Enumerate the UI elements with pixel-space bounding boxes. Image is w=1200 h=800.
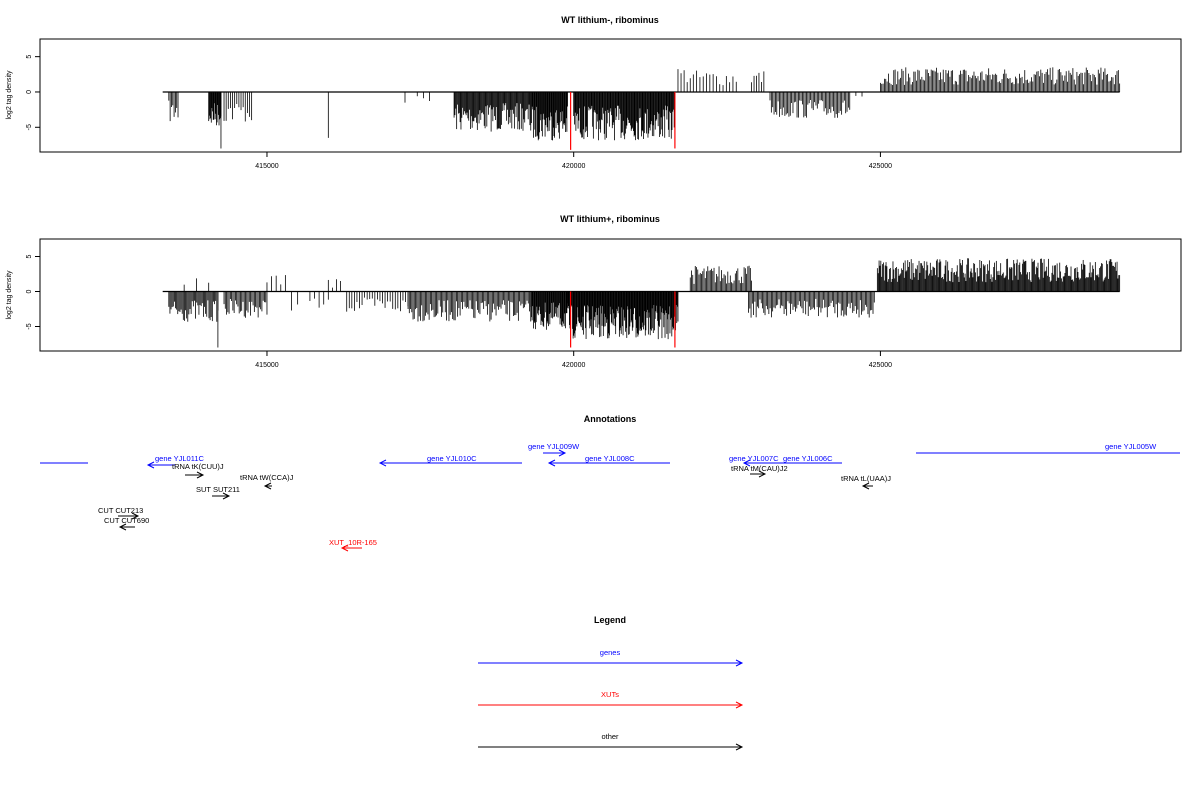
arrow-head	[547, 459, 556, 467]
annotation-feature: tRNA tW(CCA)J	[240, 473, 294, 490]
arrow-head	[735, 701, 744, 709]
arrow-head	[196, 471, 205, 479]
legend-title: Legend	[594, 615, 626, 625]
arrow-head	[742, 459, 751, 467]
y-tick-label: 5	[26, 55, 33, 59]
plot-frame	[39, 238, 1182, 352]
feature-label: gene YJL011C	[155, 454, 205, 463]
feature-label: tRNA tK(CUU)J	[172, 462, 224, 471]
feature-label: gene YJL005W	[1105, 442, 1157, 451]
feature-label: gene YJL007C	[729, 454, 779, 463]
arrow-head	[758, 470, 767, 478]
feature-label: gene YJL010C	[427, 454, 477, 463]
y-tick-label: -5	[26, 323, 33, 329]
annotation-feature: gene YJL010C	[378, 454, 522, 467]
annotation-feature	[146, 461, 175, 469]
x-tick-label: 425000	[869, 362, 892, 369]
panel-title: WT lithium-, ribominus	[561, 15, 659, 25]
annotation-feature: CUT CUT690	[104, 516, 149, 531]
y-tick-label: 0	[26, 90, 33, 94]
arrow-head	[558, 449, 567, 457]
x-tick-label: 415000	[255, 362, 278, 369]
y-axis-label: log2 tag density	[6, 70, 13, 120]
annotation-feature: XUT_10R-165	[329, 538, 377, 552]
annotation-feature: tRNA tL(UAA)J	[841, 474, 891, 490]
y-tick-label: -5	[26, 124, 33, 130]
x-tick-label: 415000	[255, 163, 278, 170]
arrow-head	[263, 482, 272, 490]
feature-label: tRNA tM(CAU)J2	[731, 464, 788, 473]
annotation-feature: gene YJL007C	[729, 454, 779, 463]
annotations-title: Annotations	[584, 414, 637, 424]
annotation-feature: tRNA tM(CAU)J2	[731, 464, 788, 478]
feature-label: CUT CUT690	[104, 516, 149, 525]
annotation-feature: gene YJL005W	[916, 442, 1180, 454]
panel-lithium-plus: WT lithium+, ribominus log2 tag density …	[6, 214, 1182, 369]
annotation-feature: SUT SUT211	[196, 485, 240, 500]
legend: Legend genes XUTs other	[478, 615, 744, 751]
annotation-feature: CUT CUT213	[98, 506, 143, 520]
arrow-head	[340, 544, 349, 552]
arrow-head	[118, 523, 127, 531]
arrow-head	[735, 659, 744, 667]
arrow-head	[222, 492, 231, 500]
y-tick-label: 0	[26, 289, 33, 293]
feature-label: XUT_10R-165	[329, 538, 377, 547]
arrow-head	[378, 459, 387, 467]
arrow-head	[131, 512, 140, 520]
legend-label: other	[601, 732, 619, 741]
arrow-head	[861, 482, 870, 490]
feature-label: gene YJL009W	[528, 442, 580, 451]
arrow-head	[735, 743, 744, 751]
annotation-feature: gene YJL008C	[547, 454, 670, 467]
legend-entry: genes	[478, 648, 744, 667]
legend-entry: other	[478, 732, 744, 751]
x-tick-label: 420000	[562, 163, 585, 170]
arrow-head	[146, 461, 155, 469]
feature-label: tRNA tL(UAA)J	[841, 474, 891, 483]
y-axis-label: log2 tag density	[6, 270, 13, 320]
x-tick-label: 420000	[562, 362, 585, 369]
y-tick-label: 5	[26, 254, 33, 258]
legend-entry: XUTs	[478, 690, 744, 709]
feature-label: SUT SUT211	[196, 485, 240, 494]
annotation-feature: gene YJL006C	[742, 454, 842, 467]
legend-label: XUTs	[601, 690, 619, 699]
annotation-feature: gene YJL011C	[40, 454, 205, 464]
feature-label: CUT CUT213	[98, 506, 143, 515]
feature-label: tRNA tW(CCA)J	[240, 473, 294, 482]
feature-label: gene YJL006C	[783, 454, 833, 463]
x-tick-label: 425000	[869, 163, 892, 170]
panel-title: WT lithium+, ribominus	[560, 214, 660, 224]
feature-label: gene YJL008C	[585, 454, 635, 463]
panel-lithium-minus: WT lithium-, ribominus log2 tag density …	[6, 15, 1182, 170]
annotation-feature: gene YJL009W	[528, 442, 580, 457]
legend-label: genes	[600, 648, 621, 657]
annotation-feature: tRNA tK(CUU)J	[172, 462, 224, 479]
plot-frame	[39, 38, 1182, 153]
